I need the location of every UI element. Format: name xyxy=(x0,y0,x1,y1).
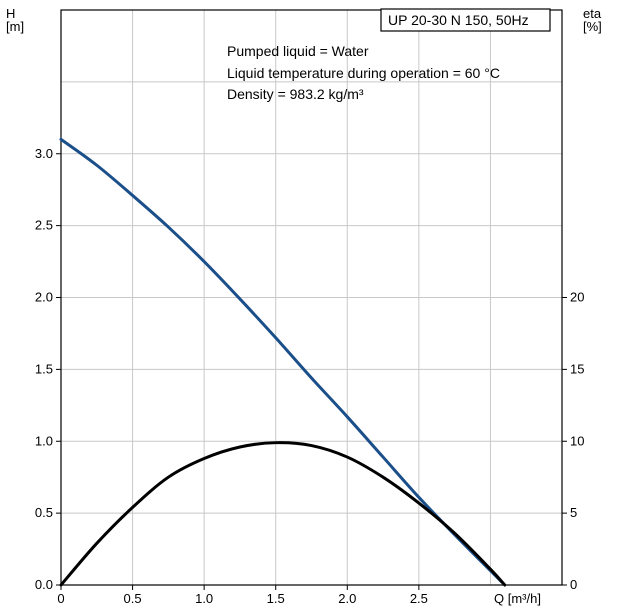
annotation-density: Density = 983.2 kg/m³ xyxy=(227,86,364,102)
y-tick-label: 0.0 xyxy=(35,577,53,592)
y-right-tick-label: 0 xyxy=(570,577,577,592)
grid xyxy=(61,10,562,585)
y-right-tick-label: 15 xyxy=(570,361,584,376)
y-axis-title-left: H [m] xyxy=(6,6,24,34)
x-tick-label: 2.0 xyxy=(338,591,356,606)
annotation-liquid: Pumped liquid = Water xyxy=(227,43,369,59)
x-tick-label: 1.5 xyxy=(267,591,285,606)
x-tick-label: 0 xyxy=(57,591,64,606)
y-tick-label: 1.0 xyxy=(35,433,53,448)
y-axis-title-right: eta [%] xyxy=(583,6,602,34)
title-box xyxy=(380,8,551,32)
x-axis-title: Q [m³/h] xyxy=(494,591,541,606)
x-tick-label: 0.5 xyxy=(124,591,142,606)
chart-title: UP 20-30 N 150, 50Hz xyxy=(388,12,529,28)
efficiency-curve-line xyxy=(59,441,507,587)
y-tick-label: 3.0 xyxy=(35,146,53,161)
y-tick-label: 2.0 xyxy=(35,290,53,305)
y-tick-label: 2.5 xyxy=(35,218,53,233)
y-right-tick-label: 20 xyxy=(570,290,584,305)
y-tick-label: 0.5 xyxy=(35,505,53,520)
x-tick-label: 1.0 xyxy=(195,591,213,606)
series xyxy=(59,137,507,587)
y-tick-label: 1.5 xyxy=(35,361,53,376)
tick-labels: 0.0 0.5 1.0 1.5 2.0 2.5 3.0 0 5 10 15 20 0 0.5 1.0 1.5 2… xyxy=(35,146,585,606)
y-right-tick-label: 5 xyxy=(570,505,577,520)
y-right-tick-label: 10 xyxy=(570,433,584,448)
annotation-temperature: Liquid temperature during operation = 60… xyxy=(227,65,500,81)
x-tick-label: 2.5 xyxy=(410,591,428,606)
